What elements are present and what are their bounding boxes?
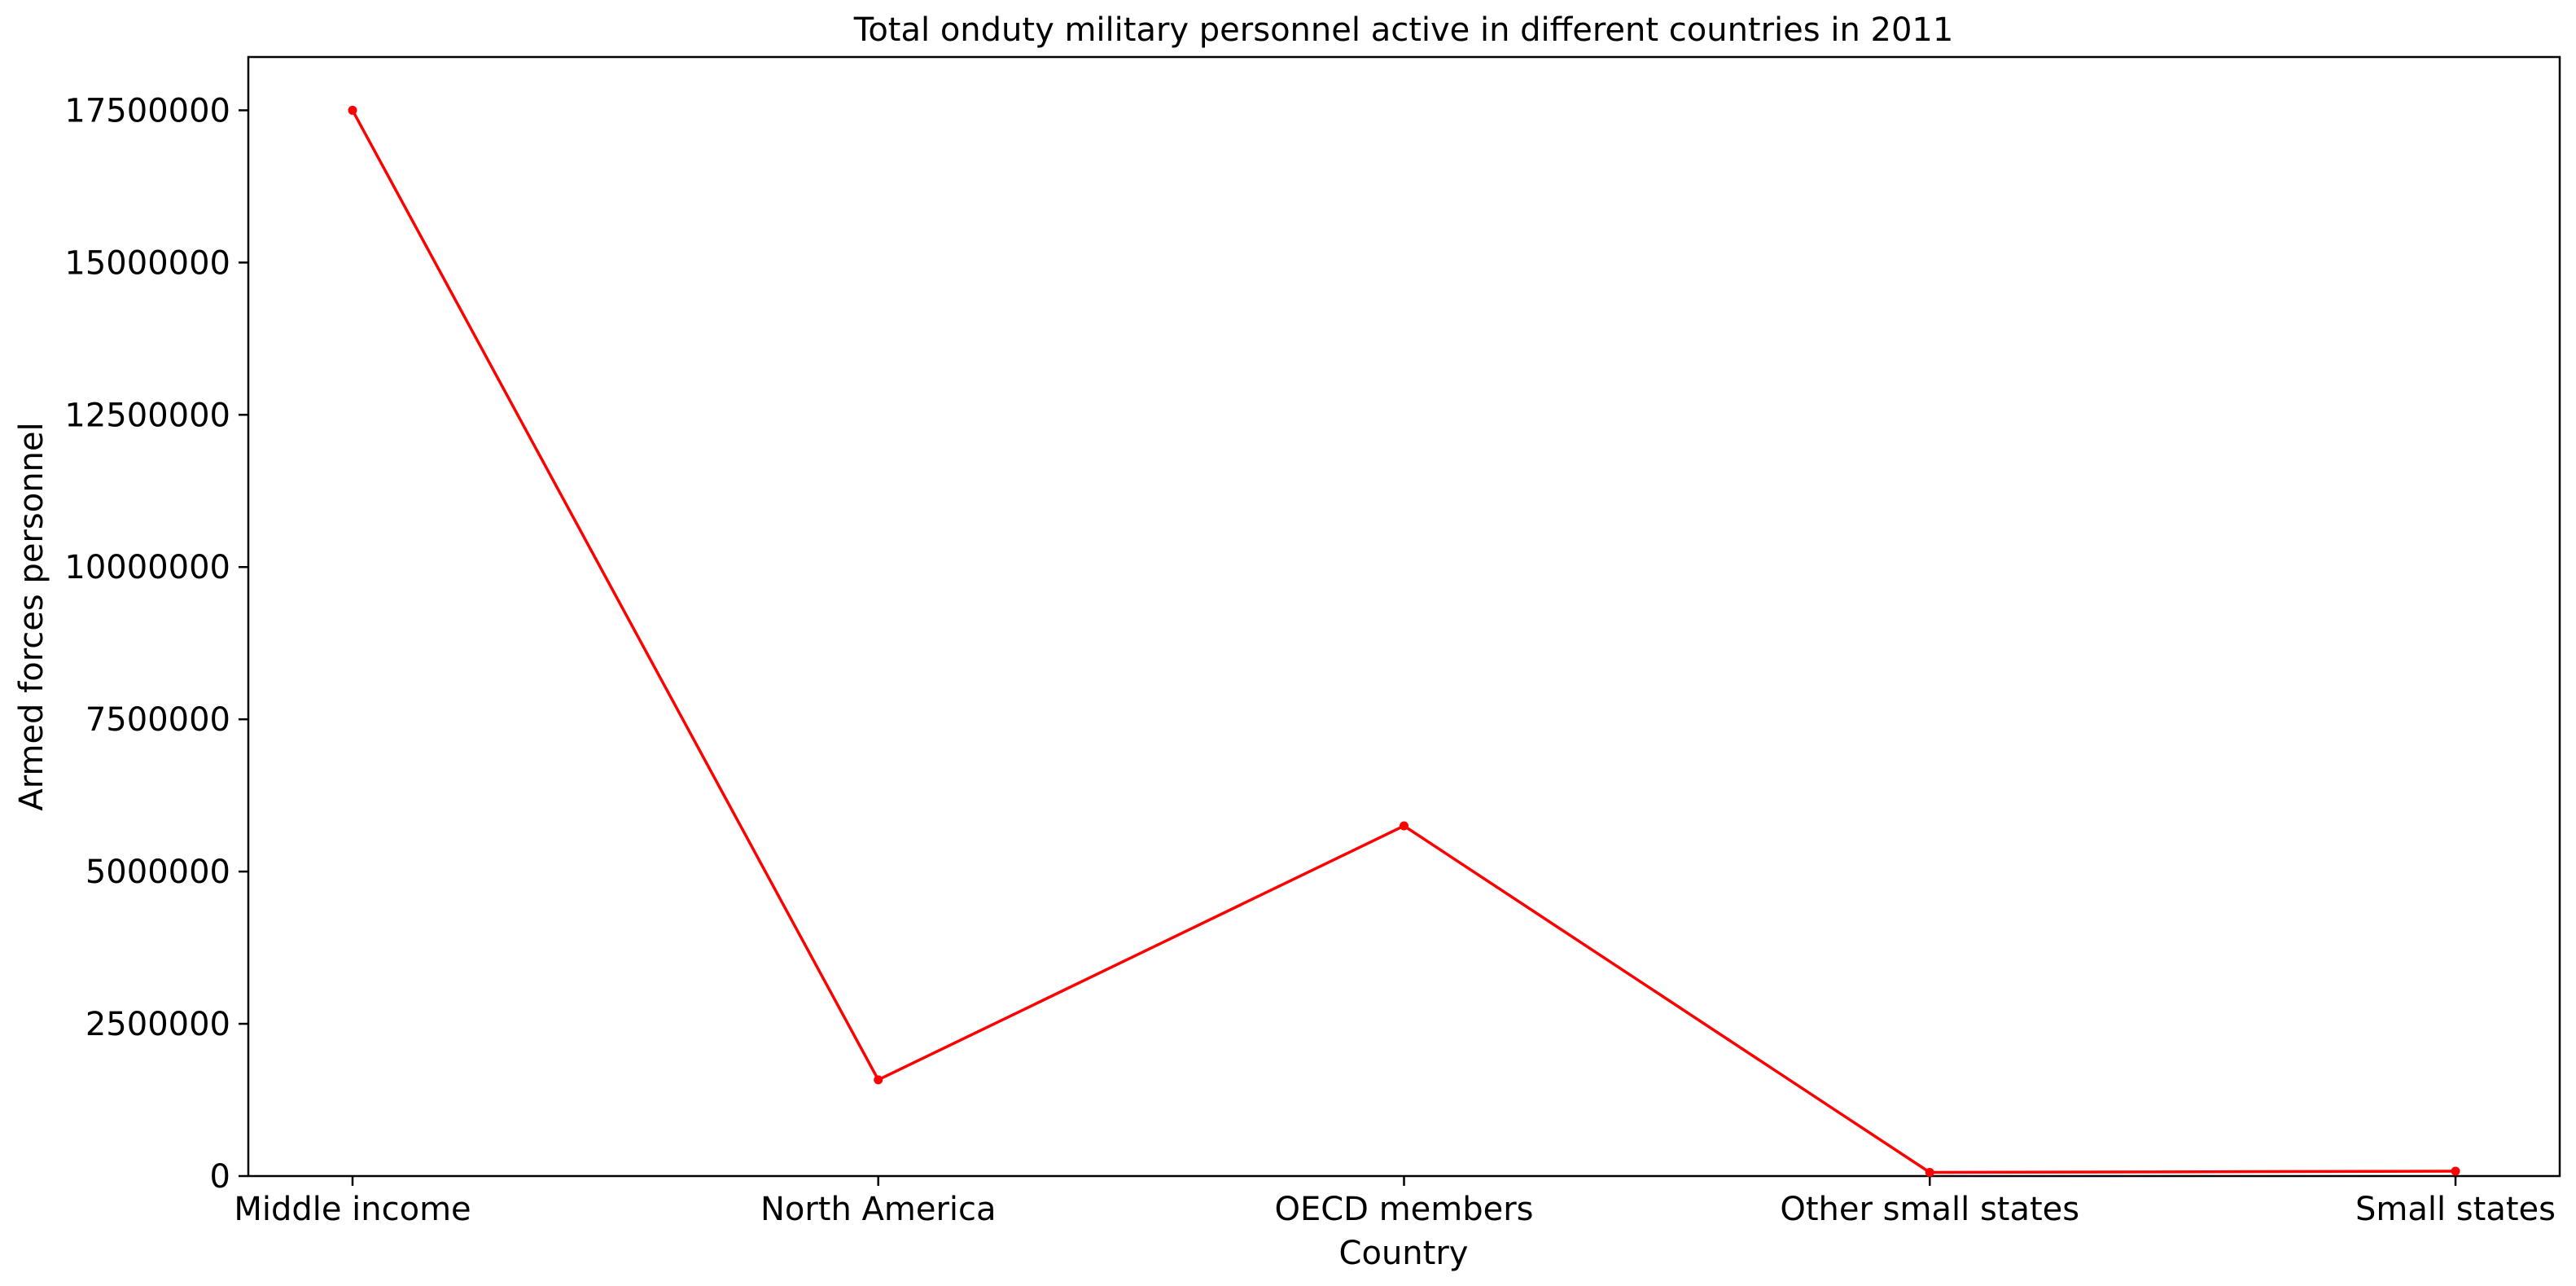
y-axis-label: Armed forces personnel (13, 422, 50, 810)
y-tick-label: 0 (210, 1158, 230, 1196)
data-point (1925, 1168, 1934, 1178)
data-point (348, 105, 357, 115)
data-point (874, 1075, 883, 1085)
y-tick-label: 5000000 (85, 854, 230, 891)
plot-area: 0 2500000 5000000 7500000 10000000 12500000 15… (64, 55, 2561, 1228)
x-tick-label: Small states (2355, 1191, 2556, 1228)
data-point (2451, 1166, 2460, 1176)
x-tick-label: North America (760, 1191, 997, 1228)
y-tick-label: 15000000 (64, 244, 230, 282)
chart-title: Total onduty military personnel active i… (853, 11, 1954, 49)
y-tick-label: 17500000 (64, 92, 230, 129)
x-tick-label: OECD members (1274, 1191, 1533, 1228)
plot-frame (247, 55, 2561, 1178)
data-point (1400, 821, 1408, 831)
x-tick-label: Middle income (234, 1191, 471, 1228)
y-tick-label: 12500000 (64, 397, 230, 434)
x-tick-label: Other small states (1780, 1191, 2079, 1228)
x-axis-label: Country (1339, 1235, 1469, 1272)
y-tick-label: 7500000 (85, 701, 230, 739)
series-line (351, 109, 2456, 1174)
y-tick-label: 10000000 (64, 549, 230, 586)
y-tick-label: 2500000 (85, 1006, 230, 1043)
